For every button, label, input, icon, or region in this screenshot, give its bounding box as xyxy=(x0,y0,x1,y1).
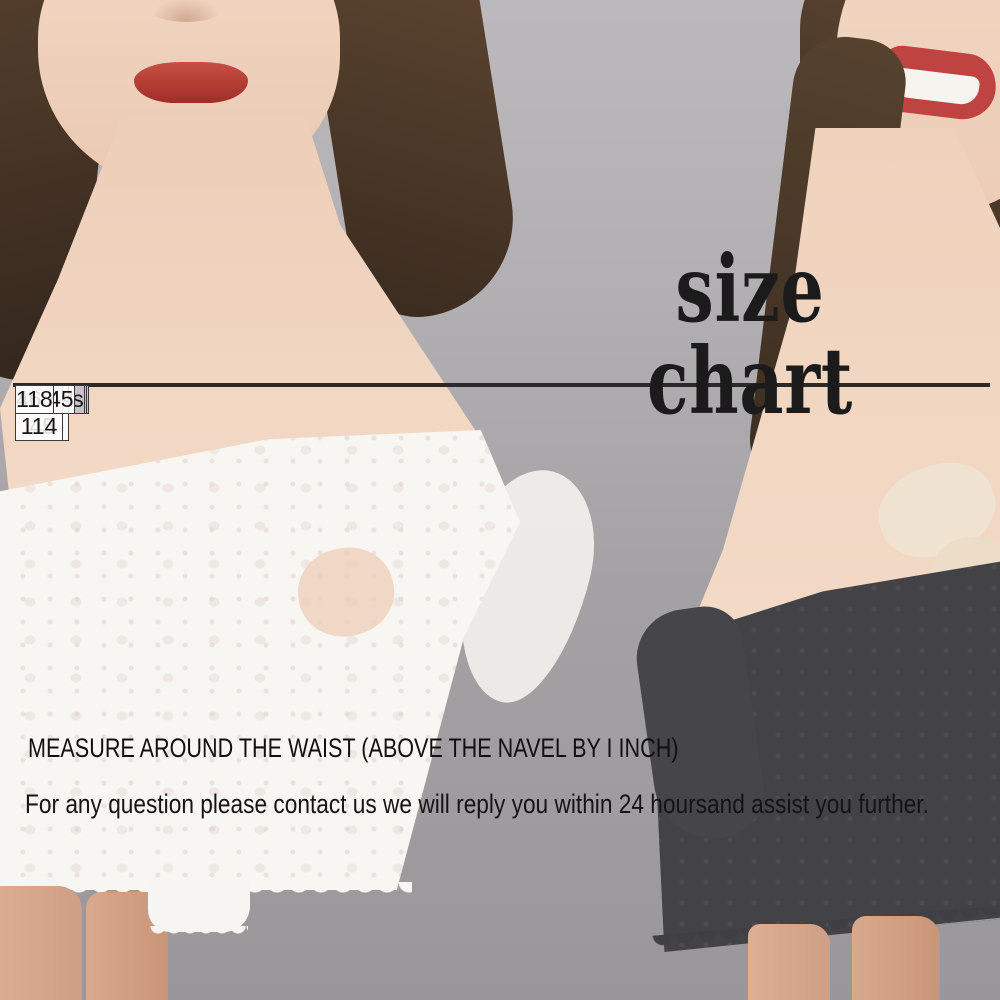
measure-note: MEASURE AROUND THE WAIST (ABOVE THE NAVE… xyxy=(28,733,679,763)
left-model-leg xyxy=(0,886,82,1000)
size-table: SIZE UK France Spain Length Bust Waist H… xyxy=(13,383,990,441)
right-model-leg xyxy=(748,924,830,1000)
left-model-lace-panel-hem xyxy=(150,926,248,936)
left-model-lace-panel xyxy=(148,880,250,932)
cell: 118 xyxy=(15,385,54,414)
right-model-leg xyxy=(852,916,940,1000)
page-title-text: size chart xyxy=(646,235,854,435)
left-model-nose xyxy=(150,0,222,22)
contact-note: For any question please contact us we wi… xyxy=(25,789,929,819)
left-model-lips xyxy=(134,62,248,103)
